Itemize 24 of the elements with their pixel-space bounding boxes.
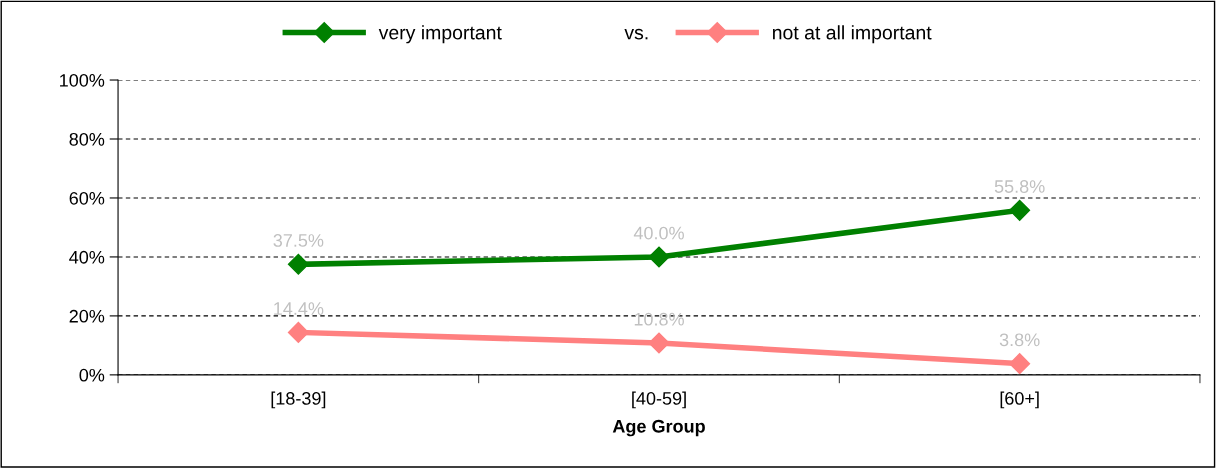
x-tick-label: [60+] <box>1000 391 1039 409</box>
x-tick-label: [40-59] <box>632 391 686 409</box>
data-label: 40.0% <box>633 226 684 240</box>
data-label: 55.8% <box>994 180 1045 193</box>
text: vs. <box>624 28 648 40</box>
legend-label: very important <box>378 25 502 44</box>
point <box>1009 199 1031 221</box>
point <box>287 321 309 343</box>
point <box>1009 353 1031 375</box>
point <box>648 332 670 354</box>
data-label: 14.4% <box>274 302 324 315</box>
data-label: 3.8% <box>999 333 1040 347</box>
point <box>648 246 670 268</box>
point <box>287 253 309 275</box>
data-label: 37.5% <box>273 234 324 247</box>
legend-label: not at all important <box>773 25 932 44</box>
y-tick-label: 40% <box>69 250 105 264</box>
y-tick-label: 20% <box>69 309 105 323</box>
y-tick-label: 80% <box>69 132 105 146</box>
y-tick-label: 100% <box>60 73 105 87</box>
x-tick-label: [18-39] <box>271 391 326 409</box>
y-tick-label: 0% <box>79 368 105 382</box>
y-tick-label: 60% <box>69 191 105 205</box>
x-axis-title: Age Group <box>612 419 705 437</box>
